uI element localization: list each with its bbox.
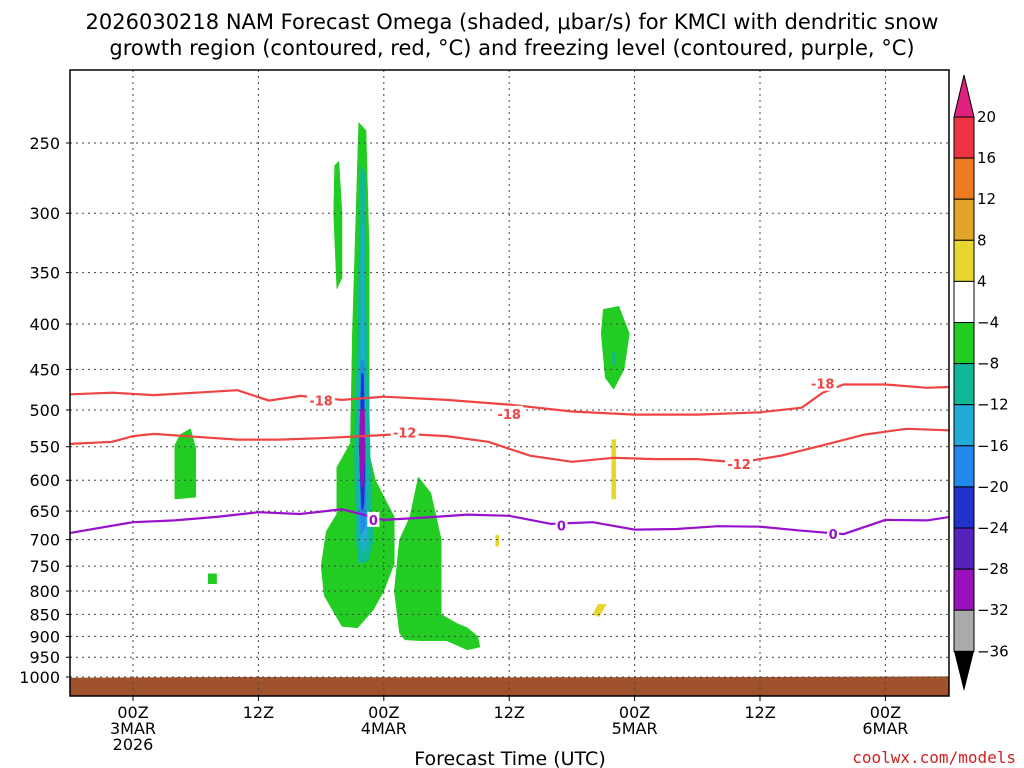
y-axis-ticks: 250 300 350 400 450 500 550 600 650 700 750 800 850 9…	[19, 134, 70, 687]
y-tick-label: 950	[29, 648, 60, 667]
omega-right-blob	[600, 306, 630, 390]
gridlines	[70, 70, 949, 696]
contour-layer	[70, 383, 949, 536]
freezing-level-0-label-bg	[555, 517, 568, 533]
y-tick-label: 850	[29, 605, 60, 624]
credit-link[interactable]: coolwx.com/models	[852, 748, 1016, 767]
y-tick-label: 600	[29, 471, 60, 490]
dgz-minus12-label-bg	[390, 424, 419, 440]
colorbar-segment	[953, 568, 975, 611]
omega-positive-bar	[611, 439, 617, 500]
dgz-minus18-label-bg	[808, 375, 837, 391]
dgz-minus12-label: -12	[393, 426, 417, 441]
omega-left-column	[174, 428, 196, 500]
colorbar-label: −24	[977, 519, 1009, 537]
colorbar-label: −28	[977, 560, 1009, 578]
colorbar-segment	[953, 404, 975, 447]
omega-small-box	[207, 573, 217, 585]
x-tick-label: 00Z	[117, 703, 148, 722]
omega-positive-dot	[495, 534, 500, 547]
colorbar-segment	[953, 116, 975, 159]
x-tick-label: 00Z	[368, 703, 399, 722]
colorbar-segment	[953, 445, 975, 488]
colorbar-top-arrow	[953, 74, 975, 118]
colorbar-label: 20	[977, 108, 996, 126]
x-axis-label: Forecast Time (UTC)	[414, 748, 605, 768]
x-tick-label: 3MAR	[110, 719, 156, 738]
colorbar-segment	[953, 609, 975, 652]
freezing-level-0-line	[70, 508, 949, 536]
x-tick-label: 12Z	[494, 703, 525, 722]
dgz-minus18-label-bg	[307, 392, 336, 408]
colorbar-segment	[953, 239, 975, 282]
colorbar-label: −32	[977, 601, 1009, 619]
colorbar-label: −20	[977, 478, 1009, 496]
y-tick-label: 300	[29, 204, 60, 223]
y-tick-label: 1000	[19, 668, 60, 687]
y-tick-label: 800	[29, 582, 60, 601]
colorbar-segment	[953, 157, 975, 200]
x-tick-label: 12Z	[243, 703, 274, 722]
omega-thin-tower	[333, 160, 343, 289]
y-tick-label: 900	[29, 627, 60, 646]
colorbar-segment	[953, 198, 975, 241]
colorbar-segment	[953, 486, 975, 529]
x-tick-label: 4MAR	[361, 719, 407, 738]
omega-positive-low	[592, 604, 607, 618]
terrain	[70, 676, 949, 696]
freezing-level-0-label-bg	[367, 511, 380, 527]
y-tick-label: 650	[29, 502, 60, 521]
x-tick-label: 00Z	[870, 703, 901, 722]
colorbar-segment	[953, 280, 975, 323]
y-tick-label: 250	[29, 134, 60, 153]
contour-labels: -18 -18 -18 -12 -12 0 0 0	[307, 375, 840, 543]
freezing-level-0-label: 0	[557, 520, 566, 535]
y-tick-label: 750	[29, 557, 60, 576]
y-tick-label: 350	[29, 264, 60, 283]
dgz-minus12-line	[70, 427, 949, 464]
colorbar-label: −4	[977, 314, 999, 332]
colorbar-bottom-arrow	[954, 651, 974, 692]
colorbar-label: −36	[977, 642, 1009, 660]
dgz-minus18-line	[70, 383, 949, 416]
colorbar-label: 4	[977, 272, 987, 290]
chart-title-line2: growth region (contoured, red, °C) and f…	[109, 36, 914, 60]
omega-right-blob-cyan	[612, 351, 615, 366]
y-tick-label: 450	[29, 360, 60, 379]
y-tick-label: 400	[29, 315, 60, 334]
x-tick-label: 12Z	[744, 703, 775, 722]
terrain-layer	[70, 676, 949, 696]
freezing-level-0-label-bg	[827, 526, 840, 542]
x-tick-label: 5MAR	[612, 719, 658, 738]
colorbar-label: −16	[977, 437, 1009, 455]
freezing-level-0-label: 0	[829, 528, 838, 543]
dgz-minus18-label-bg	[495, 405, 524, 421]
colorbar-label: −12	[977, 396, 1009, 414]
x-tick-label: 00Z	[619, 703, 650, 722]
colorbar-segment	[953, 322, 975, 365]
y-tick-label: 700	[29, 531, 60, 550]
y-tick-label: 500	[29, 401, 60, 420]
x-tick-label: 2026	[113, 735, 154, 754]
colorbar-label: 12	[977, 190, 996, 208]
omega-shading-layer	[174, 121, 630, 651]
freezing-level-0-label: 0	[369, 514, 378, 529]
colorbar-segment	[953, 363, 975, 406]
dgz-minus18-label: -18	[811, 378, 835, 393]
dgz-minus18-label: -18	[309, 395, 333, 410]
colorbar-label: 16	[977, 149, 996, 167]
colorbar: 20 16 12 8 4 −4 −8 −12 −16 −20 −24 −28 −32 −36	[953, 74, 1009, 692]
dgz-minus12-label-bg	[725, 455, 754, 471]
dgz-minus18-label: -18	[497, 408, 521, 423]
dgz-minus12-label: -12	[727, 458, 751, 473]
y-tick-label: 550	[29, 438, 60, 457]
colorbar-segment	[953, 527, 975, 570]
colorbar-label: −8	[977, 355, 999, 373]
chart-title-line1: 2026030218 NAM Forecast Omega (shaded, μ…	[86, 10, 939, 34]
colorbar-label: 8	[977, 231, 987, 249]
x-tick-label: 6MAR	[862, 719, 908, 738]
omega-right-plume	[394, 476, 481, 651]
